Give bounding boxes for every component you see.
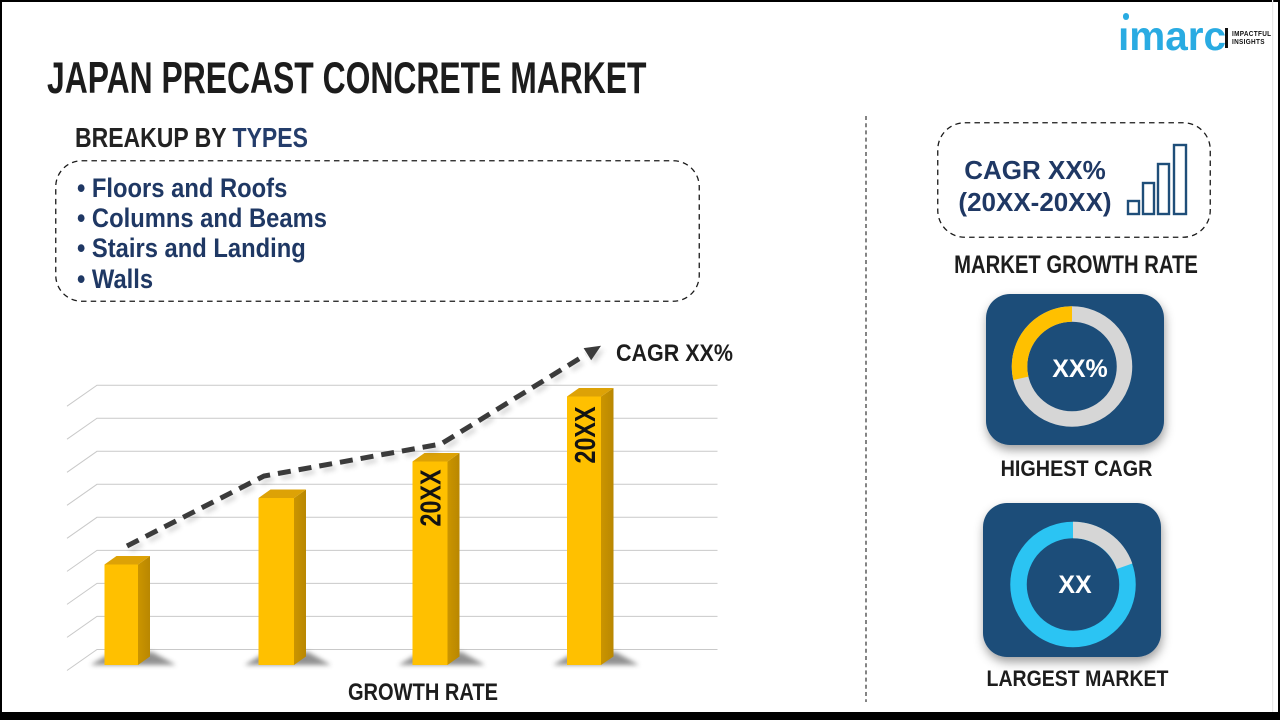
svg-text:20XX: 20XX <box>570 406 602 464</box>
svg-text:20XX: 20XX <box>416 469 448 527</box>
